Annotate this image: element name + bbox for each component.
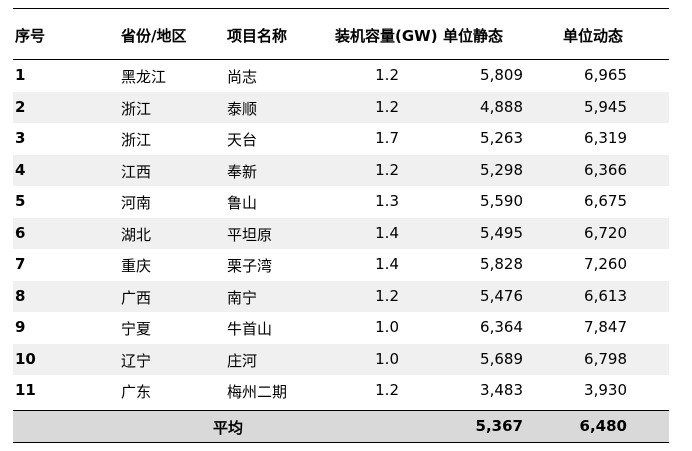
cell-project: 梅州二期 (227, 383, 288, 401)
header-no: 序号 (15, 27, 46, 45)
cell-province: 广西 (121, 288, 152, 307)
cell-province: 浙江 (121, 131, 152, 149)
cell-no: 8 (15, 286, 26, 305)
cell-static-cost: 5,689 (480, 349, 523, 368)
table-row: 3 浙江 天台 1.7 5,263 6,319 (13, 123, 669, 155)
header-static-cost: 单位静态 (443, 27, 504, 45)
cell-project: 平坦原 (227, 225, 273, 244)
cell-capacity: 1.2 (375, 381, 399, 399)
cell-province: 重庆 (121, 257, 152, 275)
cell-project: 天台 (227, 131, 258, 149)
table-row: 5 河南 鲁山 1.3 5,590 6,675 (13, 186, 669, 218)
cell-no: 11 (15, 381, 36, 399)
table-row: 8 广西 南宁 1.2 5,476 6,613 (13, 280, 669, 312)
header-dynamic-cost: 单位动态 (563, 27, 624, 45)
table-row: 2 浙江 泰顺 1.2 4,888 5,945 (13, 91, 669, 123)
cell-project: 庄河 (227, 351, 258, 370)
cell-dynamic-cost: 6,366 (584, 160, 627, 179)
cell-no: 4 (15, 160, 26, 179)
cell-no: 1 (15, 66, 26, 84)
cell-dynamic-cost: 6,798 (584, 349, 627, 368)
table-row: 4 江西 奉新 1.2 5,298 6,366 (13, 154, 669, 186)
cell-dynamic-cost: 6,720 (584, 223, 627, 242)
cell-static-cost: 3,483 (480, 381, 523, 399)
table-header-row: 序号 省份/地区 项目名称 装机容量(GW) 单位静态 单位动态 (13, 8, 669, 59)
cell-capacity: 1.2 (375, 286, 399, 305)
cell-static-cost: 5,263 (480, 129, 523, 147)
cell-capacity: 1.0 (375, 318, 399, 336)
cell-static-cost: 6,364 (480, 318, 523, 336)
cell-static-cost: 5,476 (480, 286, 523, 305)
cell-capacity: 1.2 (375, 97, 399, 116)
cell-project: 尚志 (227, 68, 258, 86)
cell-project: 南宁 (227, 288, 258, 307)
cell-project: 鲁山 (227, 194, 258, 212)
cell-province: 湖北 (121, 225, 152, 244)
cell-province: 宁夏 (121, 320, 152, 338)
average-dynamic-cost: 6,480 (579, 417, 627, 435)
cell-no: 2 (15, 97, 26, 116)
cell-project: 栗子湾 (227, 257, 273, 275)
cell-dynamic-cost: 6,965 (584, 66, 627, 84)
cell-no: 10 (15, 349, 36, 368)
table-row: 10 辽宁 庄河 1.0 5,689 6,798 (13, 343, 669, 375)
table-average-row: 平均 5,367 6,480 (13, 410, 669, 443)
cell-static-cost: 5,495 (480, 223, 523, 242)
table-top-rule (13, 8, 669, 9)
table-row: 6 湖北 平坦原 1.4 5,495 6,720 (13, 217, 669, 249)
cell-province: 江西 (121, 162, 152, 181)
header-province: 省份/地区 (121, 27, 187, 45)
cell-dynamic-cost: 7,260 (584, 255, 627, 273)
cell-capacity: 1.0 (375, 349, 399, 368)
cell-capacity: 1.7 (375, 129, 399, 147)
cell-province: 黑龙江 (121, 68, 167, 86)
cell-province: 浙江 (121, 99, 152, 118)
cell-province: 辽宁 (121, 351, 152, 370)
header-project: 项目名称 (227, 27, 288, 45)
table-row: 7 重庆 栗子湾 1.4 5,828 7,260 (13, 249, 669, 281)
table-header-rule (13, 59, 669, 60)
cell-province: 河南 (121, 194, 152, 212)
cell-static-cost: 5,828 (480, 255, 523, 273)
cell-no: 5 (15, 192, 26, 210)
cell-dynamic-cost: 7,847 (584, 318, 627, 336)
cell-dynamic-cost: 6,613 (584, 286, 627, 305)
cell-static-cost: 5,590 (480, 192, 523, 210)
cell-no: 7 (15, 255, 26, 273)
cell-dynamic-cost: 3,930 (584, 381, 627, 399)
table-row: 9 宁夏 牛首山 1.0 6,364 7,847 (13, 312, 669, 344)
cell-project: 奉新 (227, 162, 258, 181)
cell-dynamic-cost: 6,675 (584, 192, 627, 210)
cell-dynamic-cost: 5,945 (584, 97, 627, 116)
cell-static-cost: 4,888 (480, 97, 523, 116)
cell-no: 9 (15, 318, 26, 336)
cell-project: 泰顺 (227, 99, 258, 118)
cell-no: 6 (15, 223, 26, 242)
cell-static-cost: 5,809 (480, 66, 523, 84)
average-static-cost: 5,367 (475, 417, 523, 435)
table-row: 1 黑龙江 尚志 1.2 5,809 6,965 (13, 60, 669, 92)
cell-capacity: 1.2 (375, 66, 399, 84)
cell-capacity: 1.4 (375, 255, 399, 273)
cell-static-cost: 5,298 (480, 160, 523, 179)
cell-no: 3 (15, 129, 26, 147)
table-row: 11 广东 梅州二期 1.2 3,483 3,930 (13, 375, 669, 407)
cell-capacity: 1.2 (375, 160, 399, 179)
cell-project: 牛首山 (227, 320, 273, 338)
average-label: 平均 (213, 419, 244, 437)
cell-dynamic-cost: 6,319 (584, 129, 627, 147)
table-body: 1 黑龙江 尚志 1.2 5,809 6,965 2 浙江 泰顺 1.2 4,888 5,945 3 浙江… (13, 60, 669, 407)
cell-capacity: 1.4 (375, 223, 399, 242)
cell-capacity: 1.3 (375, 192, 399, 210)
cell-province: 广东 (121, 383, 152, 401)
header-capacity: 装机容量(GW) (335, 27, 438, 45)
